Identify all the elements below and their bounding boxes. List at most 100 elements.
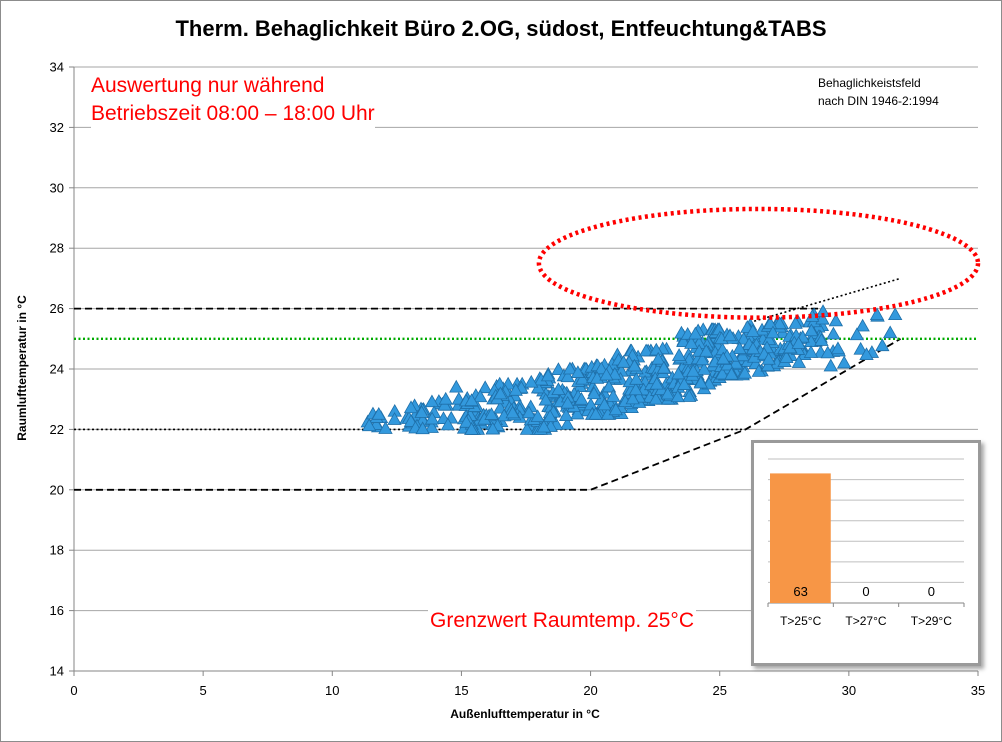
data-point xyxy=(519,422,535,435)
data-point xyxy=(849,327,865,341)
y-tick-label: 24 xyxy=(50,362,64,377)
data-point xyxy=(745,324,761,337)
inset-bar-chart-svg: 63 T>25°C 0 T>27°C 0 T>29°C xyxy=(767,458,965,628)
data-point xyxy=(804,323,819,337)
data-point xyxy=(542,409,558,423)
data-point xyxy=(616,354,631,368)
y-tick-label: 22 xyxy=(50,422,64,437)
data-point xyxy=(473,389,488,403)
data-point xyxy=(682,389,697,402)
data-point xyxy=(791,336,806,349)
data-point xyxy=(660,386,675,400)
data-point xyxy=(551,382,566,396)
data-point xyxy=(599,367,614,381)
data-point xyxy=(693,375,709,389)
data-point xyxy=(485,421,500,435)
data-point xyxy=(505,405,520,419)
data-point xyxy=(521,405,537,419)
data-point xyxy=(424,411,440,425)
data-point xyxy=(414,405,429,418)
x-tick-label: 15 xyxy=(454,683,468,698)
data-point xyxy=(761,351,776,365)
data-point xyxy=(551,362,566,376)
data-point xyxy=(608,402,623,416)
data-point xyxy=(560,416,575,430)
x-axis-label: Außenlufttemperatur in °C xyxy=(450,707,600,721)
data-point xyxy=(387,412,402,425)
operating-hours-note: Auswertung nur während Betriebszeit 08:0… xyxy=(91,72,375,128)
data-point xyxy=(828,313,844,327)
data-point xyxy=(699,343,714,357)
y-tick-label: 32 xyxy=(50,120,64,135)
data-point xyxy=(438,391,453,405)
data-point xyxy=(588,406,603,420)
y-tick-label: 20 xyxy=(50,482,64,497)
x-tick-label: 10 xyxy=(325,683,339,698)
data-point xyxy=(371,406,386,420)
x-tick-label: 25 xyxy=(712,683,726,698)
data-point xyxy=(530,409,545,423)
y-tick-label: 30 xyxy=(50,180,64,195)
data-point xyxy=(888,307,903,321)
data-point xyxy=(670,389,685,403)
data-point xyxy=(814,333,829,346)
data-point xyxy=(484,407,499,420)
y-tick-label: 34 xyxy=(50,60,64,75)
data-point xyxy=(715,351,731,365)
data-point xyxy=(536,419,551,433)
data-point xyxy=(671,348,687,361)
data-point xyxy=(424,420,439,433)
data-point xyxy=(606,389,621,402)
data-point xyxy=(424,394,440,408)
data-point xyxy=(538,392,553,406)
data-point xyxy=(745,341,761,355)
x-tick-label: 35 xyxy=(971,683,985,698)
data-point xyxy=(586,386,602,400)
x-tick-label: 30 xyxy=(842,683,856,698)
data-point xyxy=(688,326,703,340)
data-point xyxy=(638,343,654,357)
data-point xyxy=(722,328,738,342)
data-point xyxy=(875,338,890,352)
data-point xyxy=(671,366,686,380)
data-point xyxy=(763,316,778,330)
highlight-ellipse-layer xyxy=(536,206,981,320)
data-point xyxy=(869,307,885,321)
y-tick-label: 16 xyxy=(50,603,64,618)
data-point xyxy=(651,351,666,365)
inset-bar-value: 63 xyxy=(793,584,807,599)
y-tick-label: 14 xyxy=(50,664,64,679)
data-point xyxy=(540,368,556,382)
comfort-line-lower xyxy=(74,338,901,491)
data-point xyxy=(685,363,701,377)
inset-category-label: T>29°C xyxy=(911,614,952,628)
data-point xyxy=(464,393,479,406)
data-point xyxy=(826,326,841,340)
data-point xyxy=(677,377,692,390)
data-point xyxy=(560,369,575,383)
y-tick-label: 28 xyxy=(50,241,64,256)
comfort-field-note: Behaglichkeistsfeld nach DIN 1946-2:1994 xyxy=(818,74,939,110)
data-point xyxy=(820,345,835,359)
data-point xyxy=(684,336,699,349)
data-point xyxy=(415,421,430,435)
data-point xyxy=(378,421,393,434)
data-point xyxy=(815,311,830,325)
data-point xyxy=(823,358,838,372)
data-point xyxy=(803,345,819,358)
data-point xyxy=(459,415,474,428)
data-point xyxy=(836,355,852,369)
data-point xyxy=(629,371,644,385)
inset-bar xyxy=(770,473,831,603)
data-point xyxy=(570,406,585,420)
data-point xyxy=(627,358,642,372)
data-point xyxy=(558,408,574,421)
x-tick-label: 0 xyxy=(70,683,77,698)
data-point xyxy=(830,341,846,355)
data-point xyxy=(493,386,508,400)
highlight-ellipse xyxy=(536,206,981,320)
data-point xyxy=(732,341,747,355)
y-tick-label: 26 xyxy=(50,301,64,316)
x-tick-label: 5 xyxy=(200,683,207,698)
data-point xyxy=(788,316,803,329)
